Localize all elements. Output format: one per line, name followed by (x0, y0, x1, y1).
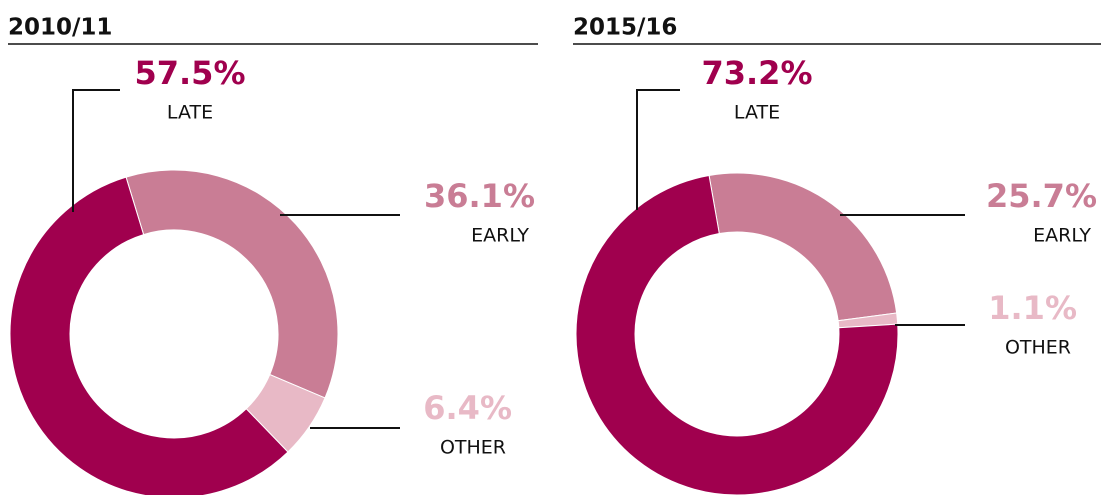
donut-segment (708, 172, 898, 322)
value-label: 1.1% (988, 289, 1077, 327)
value-label: 73.2% (701, 54, 812, 92)
category-label: EARLY (471, 225, 529, 247)
donut-segment (9, 176, 289, 495)
value-label: 36.1% (424, 177, 535, 215)
category-label: OTHER (440, 437, 506, 459)
category-label: EARLY (1033, 225, 1091, 247)
value-label: 6.4% (423, 389, 512, 427)
chart-title: 2015/16 (573, 15, 677, 41)
leader-line (72, 89, 120, 212)
value-label: 25.7% (986, 177, 1097, 215)
donut-segment (125, 169, 339, 399)
donut-segment (575, 174, 899, 495)
category-label: LATE (167, 102, 213, 124)
leader-line (636, 89, 680, 210)
category-label: LATE (734, 102, 780, 124)
chart-title: 2010/11 (8, 15, 112, 41)
value-label: 57.5% (134, 54, 245, 92)
category-label: OTHER (1005, 337, 1071, 359)
